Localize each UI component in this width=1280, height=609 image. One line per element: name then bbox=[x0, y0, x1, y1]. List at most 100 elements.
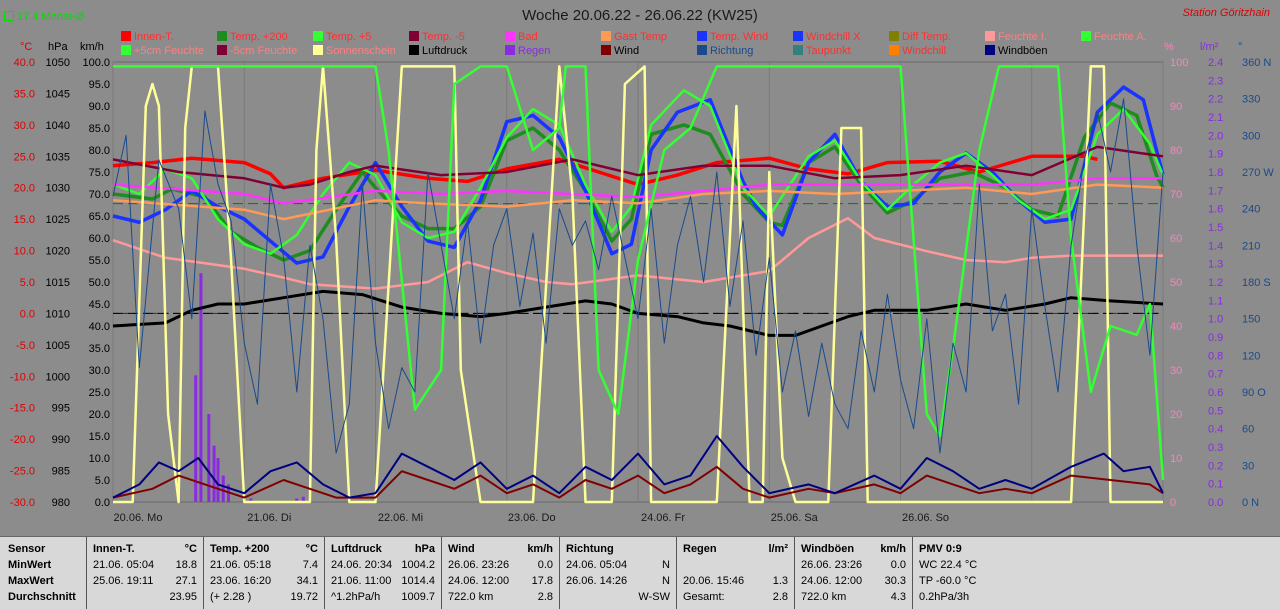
tick-label-rain: 1.6 bbox=[1208, 204, 1223, 216]
tick-label-hpa: 1000 bbox=[46, 371, 70, 383]
tick-label-percent: 20 bbox=[1170, 409, 1182, 421]
legend-item[interactable]: Windchill bbox=[889, 45, 946, 58]
stats-cell-value: W-SW bbox=[638, 591, 670, 603]
legend-item[interactable]: Richtung bbox=[697, 45, 753, 58]
stats-panel-regen: Regen l/m² 20.06. 15:46 1.3 Gesamt: 2.8 bbox=[676, 537, 795, 609]
stats-panel-luftdruck: Luftdruck hPa 24.06. 20:34 1004.2 21.06. 11:… bbox=[324, 537, 442, 609]
legend-item[interactable]: Bad bbox=[505, 31, 538, 44]
legend-item[interactable]: Taupunkt bbox=[793, 45, 851, 58]
legend-label: Taupunkt bbox=[806, 45, 851, 57]
series-line-feuchte-a- bbox=[113, 65, 1165, 481]
legend-item[interactable]: Windböen bbox=[985, 45, 1048, 58]
x-tick-label: 22.06. Mi bbox=[378, 512, 423, 524]
legend-item[interactable]: Diff Temp. bbox=[889, 31, 951, 44]
stats-cell-date: (+ 2.28 ) bbox=[210, 591, 252, 603]
legend-item[interactable]: Luftdruck bbox=[409, 45, 467, 58]
tick-label-kmh: 10.0 bbox=[89, 453, 110, 465]
stats-cell-date: 24.06. 05:04 bbox=[566, 559, 628, 571]
tick-label-direction: 150 bbox=[1242, 314, 1260, 326]
tick-label-percent: 90 bbox=[1170, 101, 1182, 113]
stats-cell-date: 26.06. 23:26 bbox=[448, 559, 510, 571]
stats-panel-unit: l/m² bbox=[768, 543, 788, 555]
tick-label-celsius: -30.0 bbox=[10, 497, 35, 509]
legend-item[interactable]: Temp. -5 bbox=[409, 31, 465, 44]
legend-swatch-icon bbox=[505, 45, 515, 55]
tick-label-kmh: 65.0 bbox=[89, 211, 110, 223]
legend-item[interactable]: Temp. +200 bbox=[217, 31, 288, 44]
tick-label-hpa: 1010 bbox=[46, 308, 70, 320]
legend-swatch-icon bbox=[121, 45, 131, 55]
tick-label-percent: 50 bbox=[1170, 277, 1182, 289]
stats-cell-date: ^1.2hPa/h bbox=[331, 591, 381, 603]
tick-label-percent: 40 bbox=[1170, 321, 1182, 333]
legend-item[interactable]: Feuchte I. bbox=[985, 31, 1047, 44]
legend-label: Feuchte A. bbox=[1094, 31, 1147, 43]
stats-panel-head: Regen bbox=[683, 543, 717, 555]
tick-label-kmh: 100.0 bbox=[82, 57, 110, 69]
stats-cell-value: 30.3 bbox=[884, 575, 906, 587]
tick-label-rain: 1.4 bbox=[1208, 240, 1223, 252]
tick-label-kmh: 20.0 bbox=[89, 409, 110, 421]
tick-label-rain: 0.2 bbox=[1208, 460, 1223, 472]
stats-cell-date: 21.06. 11:00 bbox=[331, 575, 392, 587]
stats-panel-unit: hPa bbox=[414, 543, 435, 555]
x-tick-label: 25.06. Sa bbox=[771, 512, 819, 524]
unit-kmh: km/h bbox=[80, 41, 104, 53]
legend-item[interactable]: Temp. +5 bbox=[313, 31, 372, 44]
tick-label-rain: 2.1 bbox=[1208, 112, 1223, 124]
legend-swatch-icon bbox=[409, 45, 419, 55]
rain-bar bbox=[301, 496, 305, 502]
legend-item[interactable]: +5cm Feuchte bbox=[121, 45, 204, 58]
monthly-average: 17.4 Monat-Ø bbox=[4, 11, 84, 23]
stats-cell-date: 23.06. 16:20 bbox=[210, 575, 272, 587]
tick-label-rain: 0.8 bbox=[1208, 350, 1223, 362]
x-tick-label: 20.06. Mo bbox=[114, 512, 163, 524]
series-line-luftdruck bbox=[112, 289, 1164, 337]
legend-swatch-icon bbox=[601, 45, 611, 55]
stats-cell-value: 34.1 bbox=[296, 575, 318, 587]
tick-label-rain: 1.5 bbox=[1208, 222, 1223, 234]
stats-cell-date: 25.06. 19:11 bbox=[93, 575, 154, 587]
stats-panel-temp200: Temp. +200 °C 21.06. 05:18 7.4 23.06. 16:20 3… bbox=[203, 537, 325, 609]
series-line-bad bbox=[112, 177, 1163, 205]
tick-label-kmh: 85.0 bbox=[89, 123, 110, 135]
stats-cell-date: Gesamt: bbox=[683, 591, 725, 603]
tick-label-hpa: 1020 bbox=[46, 246, 70, 258]
legend-item[interactable]: Sonnenschein bbox=[313, 45, 396, 58]
tick-label-rain: 0.3 bbox=[1208, 442, 1223, 454]
stats-panel-head: PMV 0:9 bbox=[919, 543, 962, 555]
legend-item[interactable]: Wind bbox=[601, 45, 639, 58]
unit-celsius: °C bbox=[20, 41, 33, 53]
legend-item[interactable]: Regen bbox=[505, 45, 550, 58]
stats-panel-richtung: Richtung 24.06. 05:04 N 26.06. 14:26 N W-SW bbox=[559, 537, 677, 609]
tick-label-rain: 0.5 bbox=[1208, 405, 1223, 417]
tick-label-rain: 1.7 bbox=[1208, 185, 1223, 197]
chart-svg: 40.0 35.0 30.0 25.0 20.0 15.0 10.0 5.0 0.0 -5.0 -1… bbox=[10, 57, 1274, 524]
stats-panel-head: Innen-T. bbox=[93, 543, 135, 555]
tick-label-hpa: 980 bbox=[52, 497, 70, 509]
checkbox-icon[interactable] bbox=[4, 11, 14, 21]
tick-label-kmh: 45.0 bbox=[89, 299, 110, 311]
series-line-temp-5 bbox=[112, 145, 1164, 189]
legend-item[interactable]: Windchill X bbox=[793, 31, 860, 44]
legend-item[interactable]: Temp. Wind bbox=[697, 31, 768, 44]
stats-cell-date: 24.06. 12:00 bbox=[448, 575, 510, 587]
legend-item[interactable]: -5cm Feuchte bbox=[217, 45, 297, 58]
stats-cell-value: 4.3 bbox=[890, 591, 906, 603]
legend-item[interactable]: Feuchte A. bbox=[1081, 31, 1147, 44]
legend-item[interactable]: Gast Temp bbox=[601, 31, 667, 44]
stats-panel-head: Luftdruck bbox=[331, 543, 382, 555]
stats-cell-value: 27.1 bbox=[175, 575, 197, 587]
tick-label-hpa: 1025 bbox=[46, 214, 70, 226]
tick-label-direction: 300 bbox=[1242, 130, 1260, 142]
legend-label: Temp. +200 bbox=[230, 31, 288, 43]
stats-max-label: MaxWert bbox=[8, 575, 54, 587]
legend-item[interactable]: Innen-T. bbox=[121, 31, 174, 44]
tick-label-percent: 0 bbox=[1170, 497, 1176, 509]
x-tick-label: 26.06. So bbox=[902, 512, 949, 524]
stats-panel-head: Windböen bbox=[801, 543, 855, 555]
legend-label: Windchill bbox=[902, 45, 947, 57]
legend-swatch-icon bbox=[601, 31, 611, 41]
stats-panel-unit: °C bbox=[184, 543, 197, 555]
stats-panel-wind: Wind km/h 26.06. 23:26 0.0 24.06. 12:00 17.8 7… bbox=[441, 537, 560, 609]
